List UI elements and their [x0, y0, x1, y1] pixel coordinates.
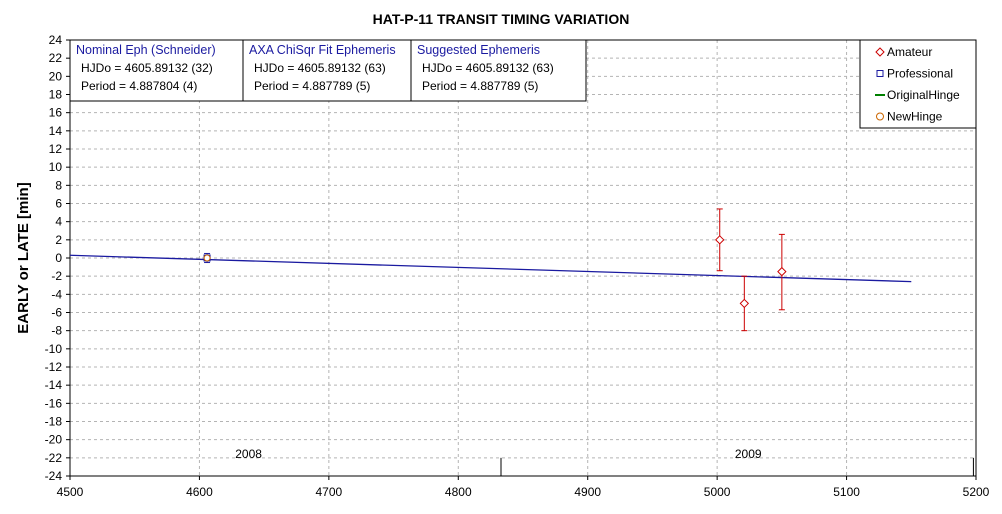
ephemeris-hjd: HJDo = 4605.89132 (63) — [422, 61, 554, 75]
y-tick-label: 20 — [49, 69, 63, 83]
x-tick-label: 5200 — [963, 485, 990, 499]
y-tick-label: 2 — [55, 233, 62, 247]
y-tick-label: 6 — [55, 197, 62, 211]
y-tick-label: 8 — [55, 178, 62, 192]
y-tick-label: -6 — [51, 306, 62, 320]
y-tick-label: 14 — [49, 124, 63, 138]
x-tick-label: 4700 — [316, 485, 343, 499]
y-tick-label: -10 — [45, 342, 63, 356]
x-tick-label: 5000 — [704, 485, 731, 499]
ephemeris-hjd: HJDo = 4605.89132 (32) — [81, 61, 213, 75]
amateur-point — [739, 298, 750, 309]
ephemeris-period: Period = 4.887789 (5) — [422, 79, 538, 93]
x-tick-label: 4600 — [186, 485, 213, 499]
ephemeris-hjd: HJDo = 4605.89132 (63) — [254, 61, 386, 75]
ephemeris-title: Suggested Ephemeris — [417, 43, 540, 57]
amateur-point — [777, 266, 787, 277]
ephemeris-box: Nominal Eph (Schneider) HJDo = 4605.89132… — [69, 39, 587, 102]
y-tick-label: 18 — [49, 88, 63, 102]
y-tick-label: -8 — [51, 324, 62, 338]
y-tick-label: -16 — [45, 396, 63, 410]
y-tick-label: -20 — [45, 433, 63, 447]
ephemeris-period: Period = 4.887804 (4) — [81, 79, 197, 93]
y-axis-ticks: -24-22-20-18-16-14-12-10-8-6-4-202468101… — [45, 33, 70, 483]
y-tick-label: 4 — [55, 215, 62, 229]
x-tick-label: 4800 — [445, 485, 472, 499]
y-tick-label: -24 — [45, 469, 63, 483]
y-tick-label: -12 — [45, 360, 63, 374]
fit-line-group — [69, 254, 912, 283]
legend-newhinge-icon — [876, 112, 884, 121]
amateur-point — [715, 235, 725, 245]
data-points — [203, 208, 787, 332]
ephemeris-period: Period = 4.887789 (5) — [254, 79, 370, 93]
y-tick-label: -2 — [51, 269, 62, 283]
y-tick-label: -22 — [45, 451, 63, 465]
y-tick-label: -14 — [45, 378, 63, 392]
newhinge-point — [203, 254, 211, 262]
legend-professional-icon — [876, 70, 884, 77]
legend-label: Amateur — [887, 45, 932, 59]
chart-title: HAT-P-11 TRANSIT TIMING VARIATION — [373, 11, 630, 27]
x-tick-label: 5100 — [833, 485, 860, 499]
x-tick-label: 4900 — [574, 485, 601, 499]
legend-amateur-icon — [875, 47, 885, 57]
y-tick-label: -18 — [45, 415, 63, 429]
x-tick-label: 4500 — [57, 485, 84, 499]
legend-label: Professional — [887, 67, 953, 81]
y-tick-label: 0 — [55, 251, 62, 265]
y-tick-label: 10 — [49, 160, 63, 174]
year-label: 2008 — [235, 447, 262, 461]
y-axis-label: EARLY or LATE [min] — [15, 182, 32, 333]
legend: Amateur Professional OriginalHinge NewHinge — [859, 39, 977, 129]
ephemeris-title: AXA ChiSqr Fit Ephemeris — [249, 43, 396, 57]
year-markers: 2008 2009 — [235, 447, 974, 476]
y-tick-label: 16 — [49, 106, 63, 120]
x-axis-ticks: 4500 4600 4700 4800 4900 5000 5100 5200 — [57, 476, 990, 499]
year-label: 2009 — [735, 447, 762, 461]
y-tick-label: -4 — [51, 287, 62, 301]
ephemeris-title: Nominal Eph (Schneider) — [76, 43, 216, 57]
ephemeris-fit-line — [69, 254, 912, 283]
y-tick-label: 12 — [49, 142, 63, 156]
legend-label: NewHinge — [887, 110, 943, 124]
legend-label: OriginalHinge — [887, 88, 960, 102]
y-tick-label: 22 — [49, 51, 63, 65]
y-tick-label: 24 — [49, 33, 63, 47]
